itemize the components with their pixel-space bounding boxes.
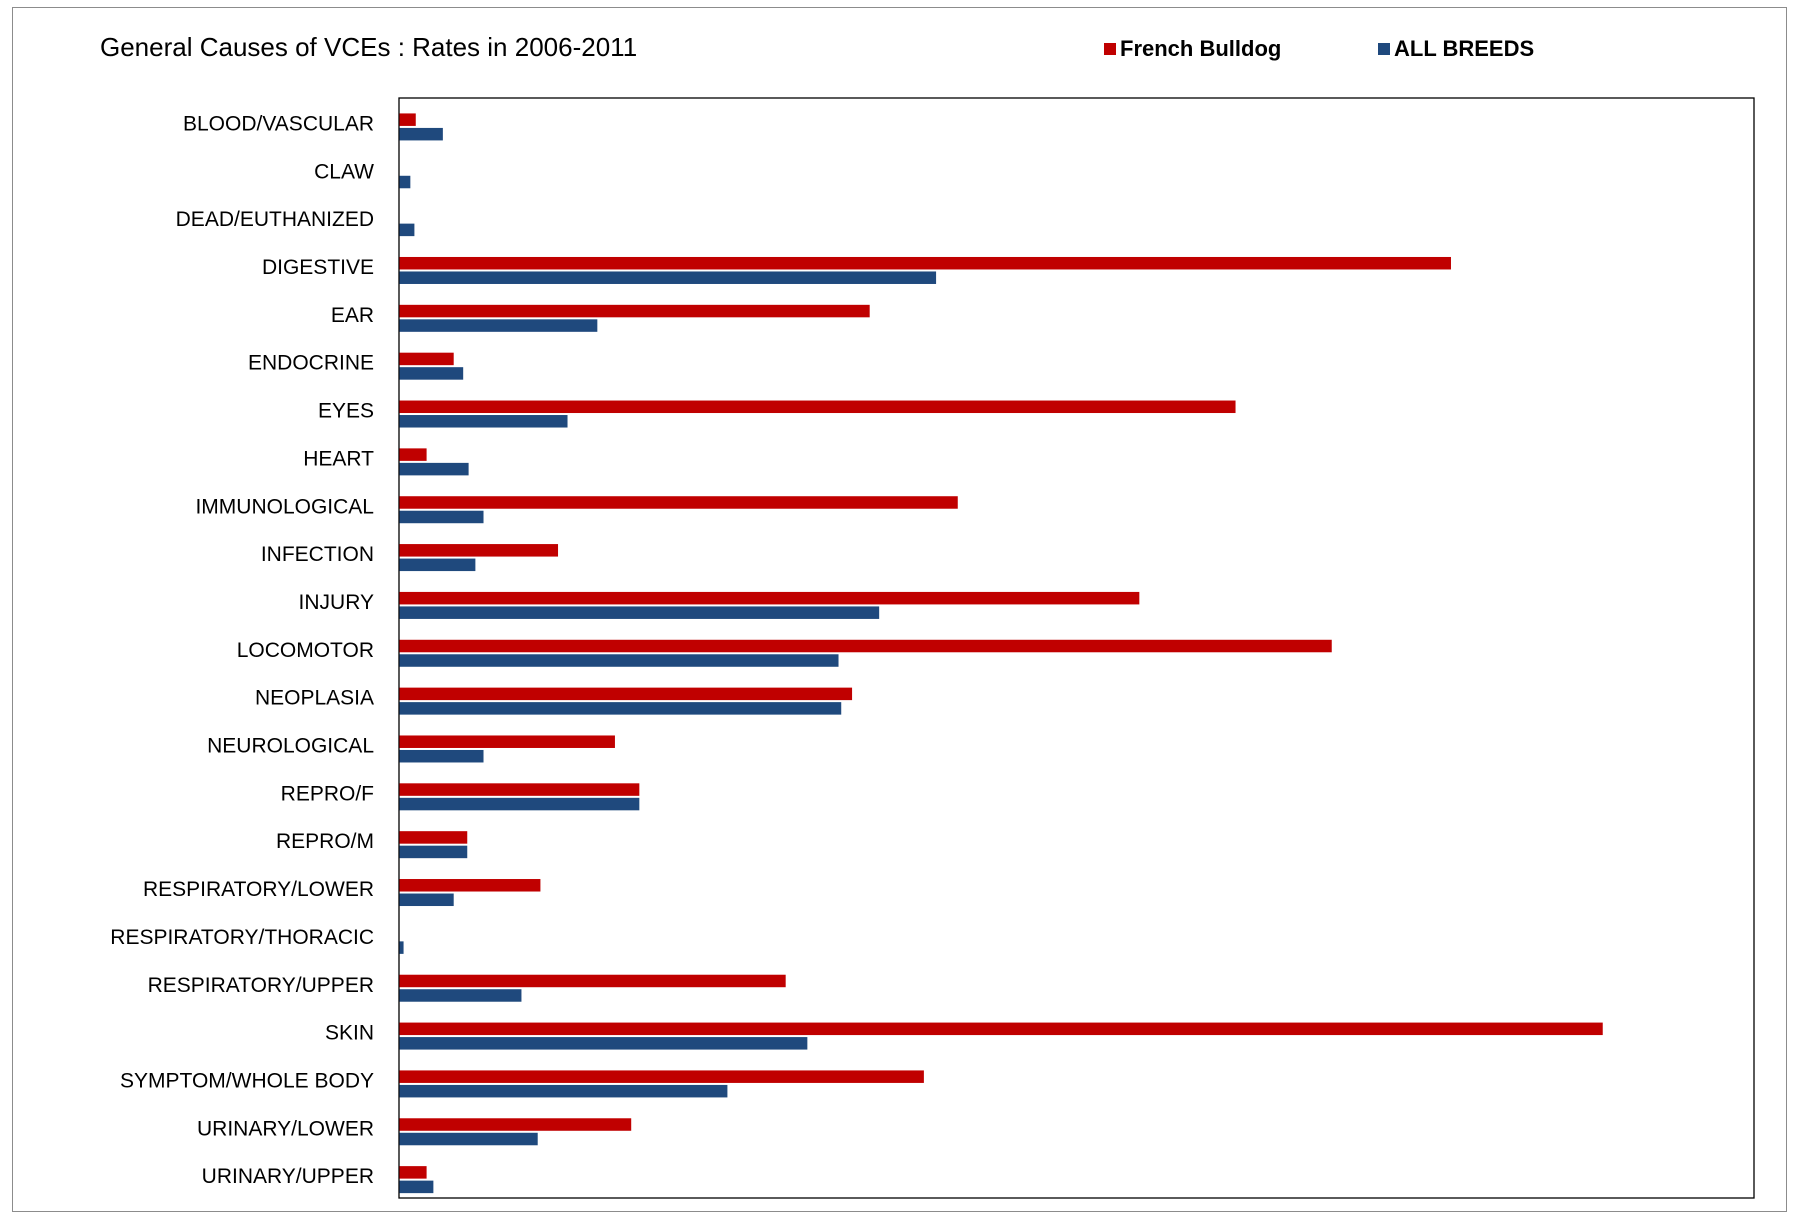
bar-all-breeds-heart <box>399 462 469 476</box>
plot-area <box>398 97 1755 1199</box>
bar-all-breeds-neurological <box>399 749 484 763</box>
category-label-respiratory-thoracic: RESPIRATORY/THORACIC <box>110 926 374 949</box>
bar-all-breeds-respiratory-lower <box>399 893 454 907</box>
legend-swatch-all-breeds <box>1378 43 1390 55</box>
bar-all-breeds-respiratory-upper <box>399 989 522 1002</box>
bar-french-bulldog-repro-m <box>399 831 468 844</box>
category-label-immunological: IMMUNOLOGICAL <box>195 495 374 518</box>
bar-french-bulldog-urinary-upper <box>399 1166 427 1179</box>
bar-all-breeds-injury <box>399 606 880 619</box>
chart-title: General Causes of VCEs : Rates in 2006-2… <box>100 32 638 62</box>
bar-french-bulldog-neurological <box>399 735 615 748</box>
category-label-heart: HEART <box>303 447 374 470</box>
category-label-skin: SKIN <box>325 1022 374 1045</box>
legend-label-french-bulldog: French Bulldog <box>1120 36 1282 61</box>
category-label-respiratory-upper: RESPIRATORY/UPPER <box>148 974 374 997</box>
category-labels: BLOOD/VASCULAR CLAW DEAD/EUTHANIZED DIGESTI… <box>110 112 374 1188</box>
bar-all-breeds-digestive <box>399 271 937 284</box>
category-label-urinary-lower: URINARY/LOWER <box>197 1117 374 1140</box>
bar-french-bulldog-infection <box>399 544 559 557</box>
category-label-blood-vascular: BLOOD/VASCULAR <box>183 112 374 135</box>
bar-all-breeds-repro-f <box>399 797 640 811</box>
category-label-eyes: EYES <box>318 400 374 423</box>
category-label-digestive: DIGESTIVE <box>262 256 374 279</box>
bar-all-breeds-claw <box>399 175 411 189</box>
bar-all-breeds-endocrine <box>399 367 464 380</box>
bar-all-breeds-urinary-upper <box>399 1180 434 1194</box>
bars <box>399 113 1603 1194</box>
bar-french-bulldog-locomotor <box>399 639 1332 653</box>
legend-item-all-breeds: ALL BREEDS <box>1378 36 1534 62</box>
bar-all-breeds-infection <box>399 558 476 572</box>
category-label-dead-euthanized: DEAD/EUTHANIZED <box>176 208 374 231</box>
bar-french-bulldog-repro-f <box>399 783 640 796</box>
bar-french-bulldog-symptom-whole-body <box>399 1070 924 1083</box>
bar-all-breeds-neoplasia <box>399 702 842 715</box>
legend-swatch-french-bulldog <box>1104 43 1116 55</box>
bar-french-bulldog-respiratory-lower <box>399 879 541 892</box>
category-label-repro-f: REPRO/F <box>281 782 374 805</box>
legend-label-all-breeds: ALL BREEDS <box>1394 36 1535 61</box>
bar-french-bulldog-urinary-lower <box>399 1118 632 1131</box>
bar-french-bulldog-heart <box>399 448 427 461</box>
category-label-urinary-upper: URINARY/UPPER <box>202 1165 374 1188</box>
bar-french-bulldog-respiratory-upper <box>399 974 786 988</box>
chart-frame <box>12 7 1787 1212</box>
bar-all-breeds-immunological <box>399 510 484 524</box>
category-label-infection: INFECTION <box>261 543 374 566</box>
bar-all-breeds-ear <box>399 319 598 332</box>
bar-all-breeds-skin <box>399 1037 808 1050</box>
category-label-ear: EAR <box>331 304 374 327</box>
category-label-locomotor: LOCOMOTOR <box>237 639 374 662</box>
bar-all-breeds-locomotor <box>399 654 839 667</box>
category-label-symptom-whole-body: SYMPTOM/WHOLE BODY <box>120 1069 374 1092</box>
category-label-respiratory-lower: RESPIRATORY/LOWER <box>143 878 374 901</box>
bar-all-breeds-urinary-lower <box>399 1132 538 1146</box>
bar-french-bulldog-eyes <box>399 400 1236 414</box>
category-label-claw: CLAW <box>314 160 374 183</box>
bar-all-breeds-symptom-whole-body <box>399 1084 728 1098</box>
category-label-repro-m: REPRO/M <box>276 830 374 853</box>
category-label-endocrine: ENDOCRINE <box>248 352 374 375</box>
category-label-neoplasia: NEOPLASIA <box>255 687 374 710</box>
bar-all-breeds-respiratory-thoracic <box>399 941 404 954</box>
legend-item-french-bulldog: French Bulldog <box>1104 36 1281 62</box>
bar-french-bulldog-digestive <box>399 256 1451 270</box>
bar-french-bulldog-injury <box>399 591 1140 605</box>
category-label-injury: INJURY <box>299 591 374 614</box>
bar-all-breeds-eyes <box>399 415 568 428</box>
bar-all-breeds-blood-vascular <box>399 127 443 141</box>
bar-all-breeds-repro-m <box>399 845 468 859</box>
bar-all-breeds-dead-euthanized <box>399 223 415 237</box>
category-label-neurological: NEUROLOGICAL <box>207 735 374 758</box>
bar-french-bulldog-blood-vascular <box>399 113 416 126</box>
bar-french-bulldog-immunological <box>399 496 958 509</box>
bar-french-bulldog-skin <box>399 1022 1603 1036</box>
bar-french-bulldog-endocrine <box>399 352 454 366</box>
bar-french-bulldog-neoplasia <box>399 687 853 701</box>
bar-french-bulldog-ear <box>399 304 870 318</box>
